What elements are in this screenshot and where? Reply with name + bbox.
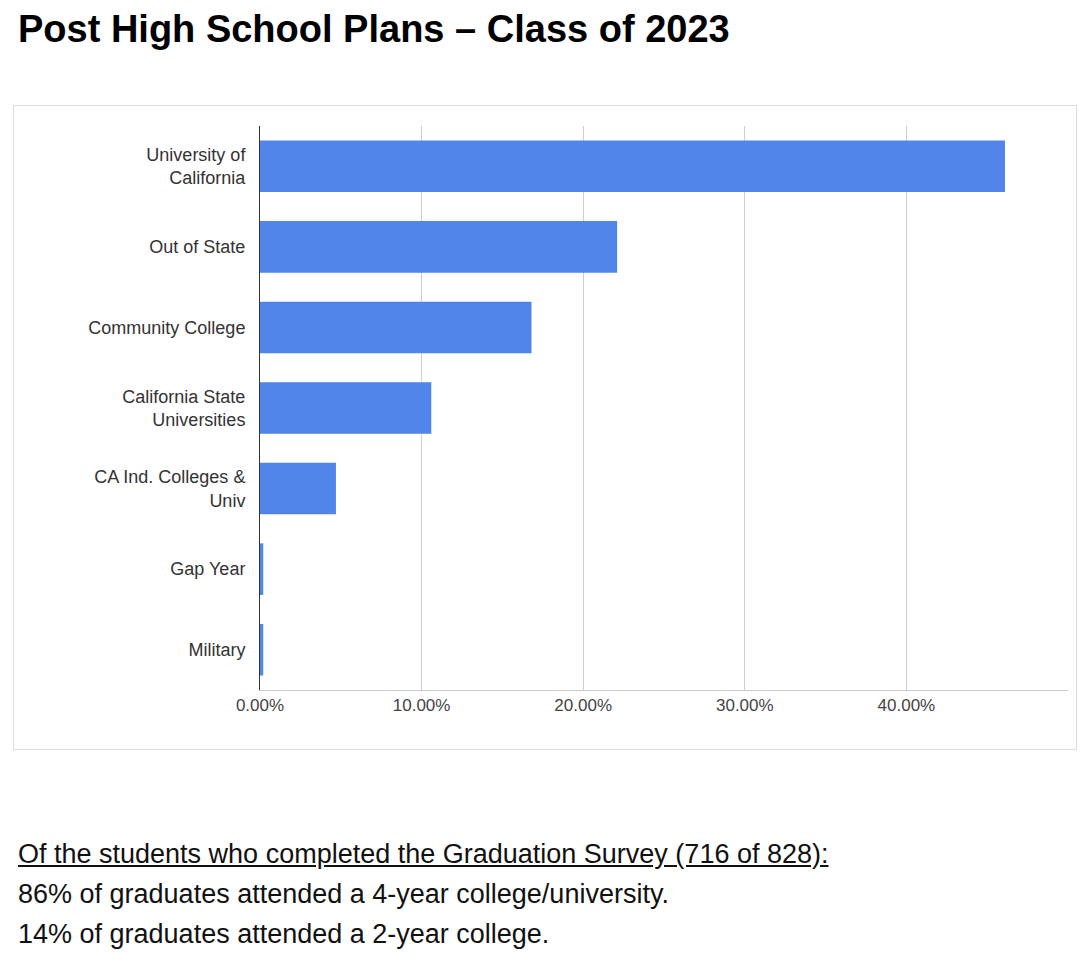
svg-text:University ofCalifornia: University ofCalifornia: [146, 145, 246, 188]
svg-text:40.00%: 40.00%: [878, 696, 936, 715]
svg-text:0.00%: 0.00%: [236, 696, 284, 715]
html-text:14% of graduates attended a 2-: 14% of graduates attended a 2-year colle…: [18, 919, 550, 949]
html-text:Of the students who completed: Of the students who completed the Gradua…: [18, 839, 829, 869]
svg-text:CA Ind. Colleges &Univ: CA Ind. Colleges &Univ: [94, 467, 245, 510]
html-text:86% of graduates attended a 4-: 86% of graduates attended a 4-year colle…: [18, 879, 669, 909]
svg-text:Gap Year: Gap Year: [170, 559, 245, 579]
svg-text:30.00%: 30.00%: [716, 696, 774, 715]
svg-text:20.00%: 20.00%: [554, 696, 612, 715]
svg-text:10.00%: 10.00%: [393, 696, 451, 715]
html-text:Post High School Plans – Class: Post High School Plans – Class of 2023: [18, 8, 730, 50]
svg-text:California StateUniversities: California StateUniversities: [122, 387, 245, 430]
svg-text:Military: Military: [188, 640, 245, 660]
svg-text:Community College: Community College: [88, 318, 245, 338]
svg-text:Out of State: Out of State: [149, 237, 245, 257]
